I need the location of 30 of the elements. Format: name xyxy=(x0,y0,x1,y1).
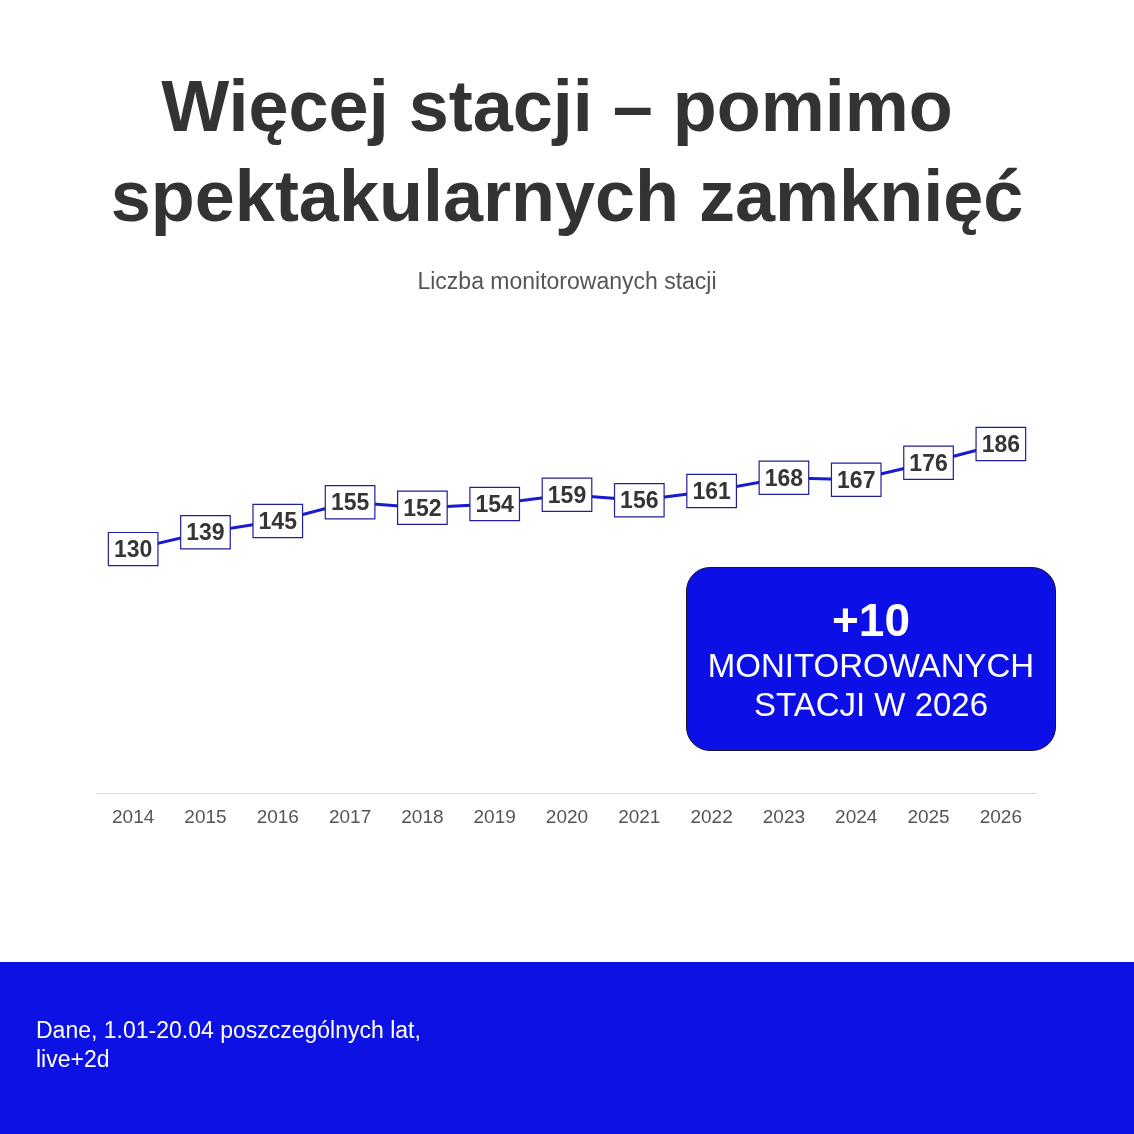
x-tick-label: 2018 xyxy=(401,806,444,827)
data-label: 159 xyxy=(547,481,587,508)
data-label: 155 xyxy=(330,489,370,516)
x-tick-label: 2023 xyxy=(762,806,806,827)
x-tick-label: 2024 xyxy=(835,806,878,827)
data-label: 154 xyxy=(475,491,515,518)
data-label: 168 xyxy=(764,464,804,491)
footer-panel: Dane, 1.01-20.04 poszczególnych lat, live+2d xyxy=(0,962,1134,1134)
chart-subtitle: Liczba monitorowanych stacji xyxy=(417,267,717,294)
data-label: 161 xyxy=(692,477,732,504)
data-label: 130 xyxy=(113,536,153,563)
x-tick-label: 2015 xyxy=(184,806,227,827)
data-label: 145 xyxy=(258,507,298,534)
data-label: 176 xyxy=(909,449,948,476)
x-tick-label: 2014 xyxy=(112,806,155,827)
x-tick-label: 2016 xyxy=(256,806,299,827)
x-tick-label: 2022 xyxy=(690,806,733,827)
x-tick-label: 2021 xyxy=(618,806,661,827)
data-label: 139 xyxy=(186,519,225,546)
chart-title: Więcej stacji – pomimo spektakularnych zamknięć xyxy=(110,66,1024,236)
data-label: 152 xyxy=(403,494,442,521)
x-tick-label: 2020 xyxy=(545,806,589,827)
data-label: 167 xyxy=(837,466,876,493)
x-tick-label: 2019 xyxy=(473,806,516,827)
x-tick-label: 2017 xyxy=(328,806,372,827)
x-tick-label: 2025 xyxy=(907,806,950,827)
data-label: 156 xyxy=(620,487,659,514)
data-label: 186 xyxy=(981,431,1021,458)
callout-box: +10 MONITOROWANYCH STACJI W 2026 xyxy=(686,567,1056,751)
x-tick-label: 2026 xyxy=(979,806,1022,827)
